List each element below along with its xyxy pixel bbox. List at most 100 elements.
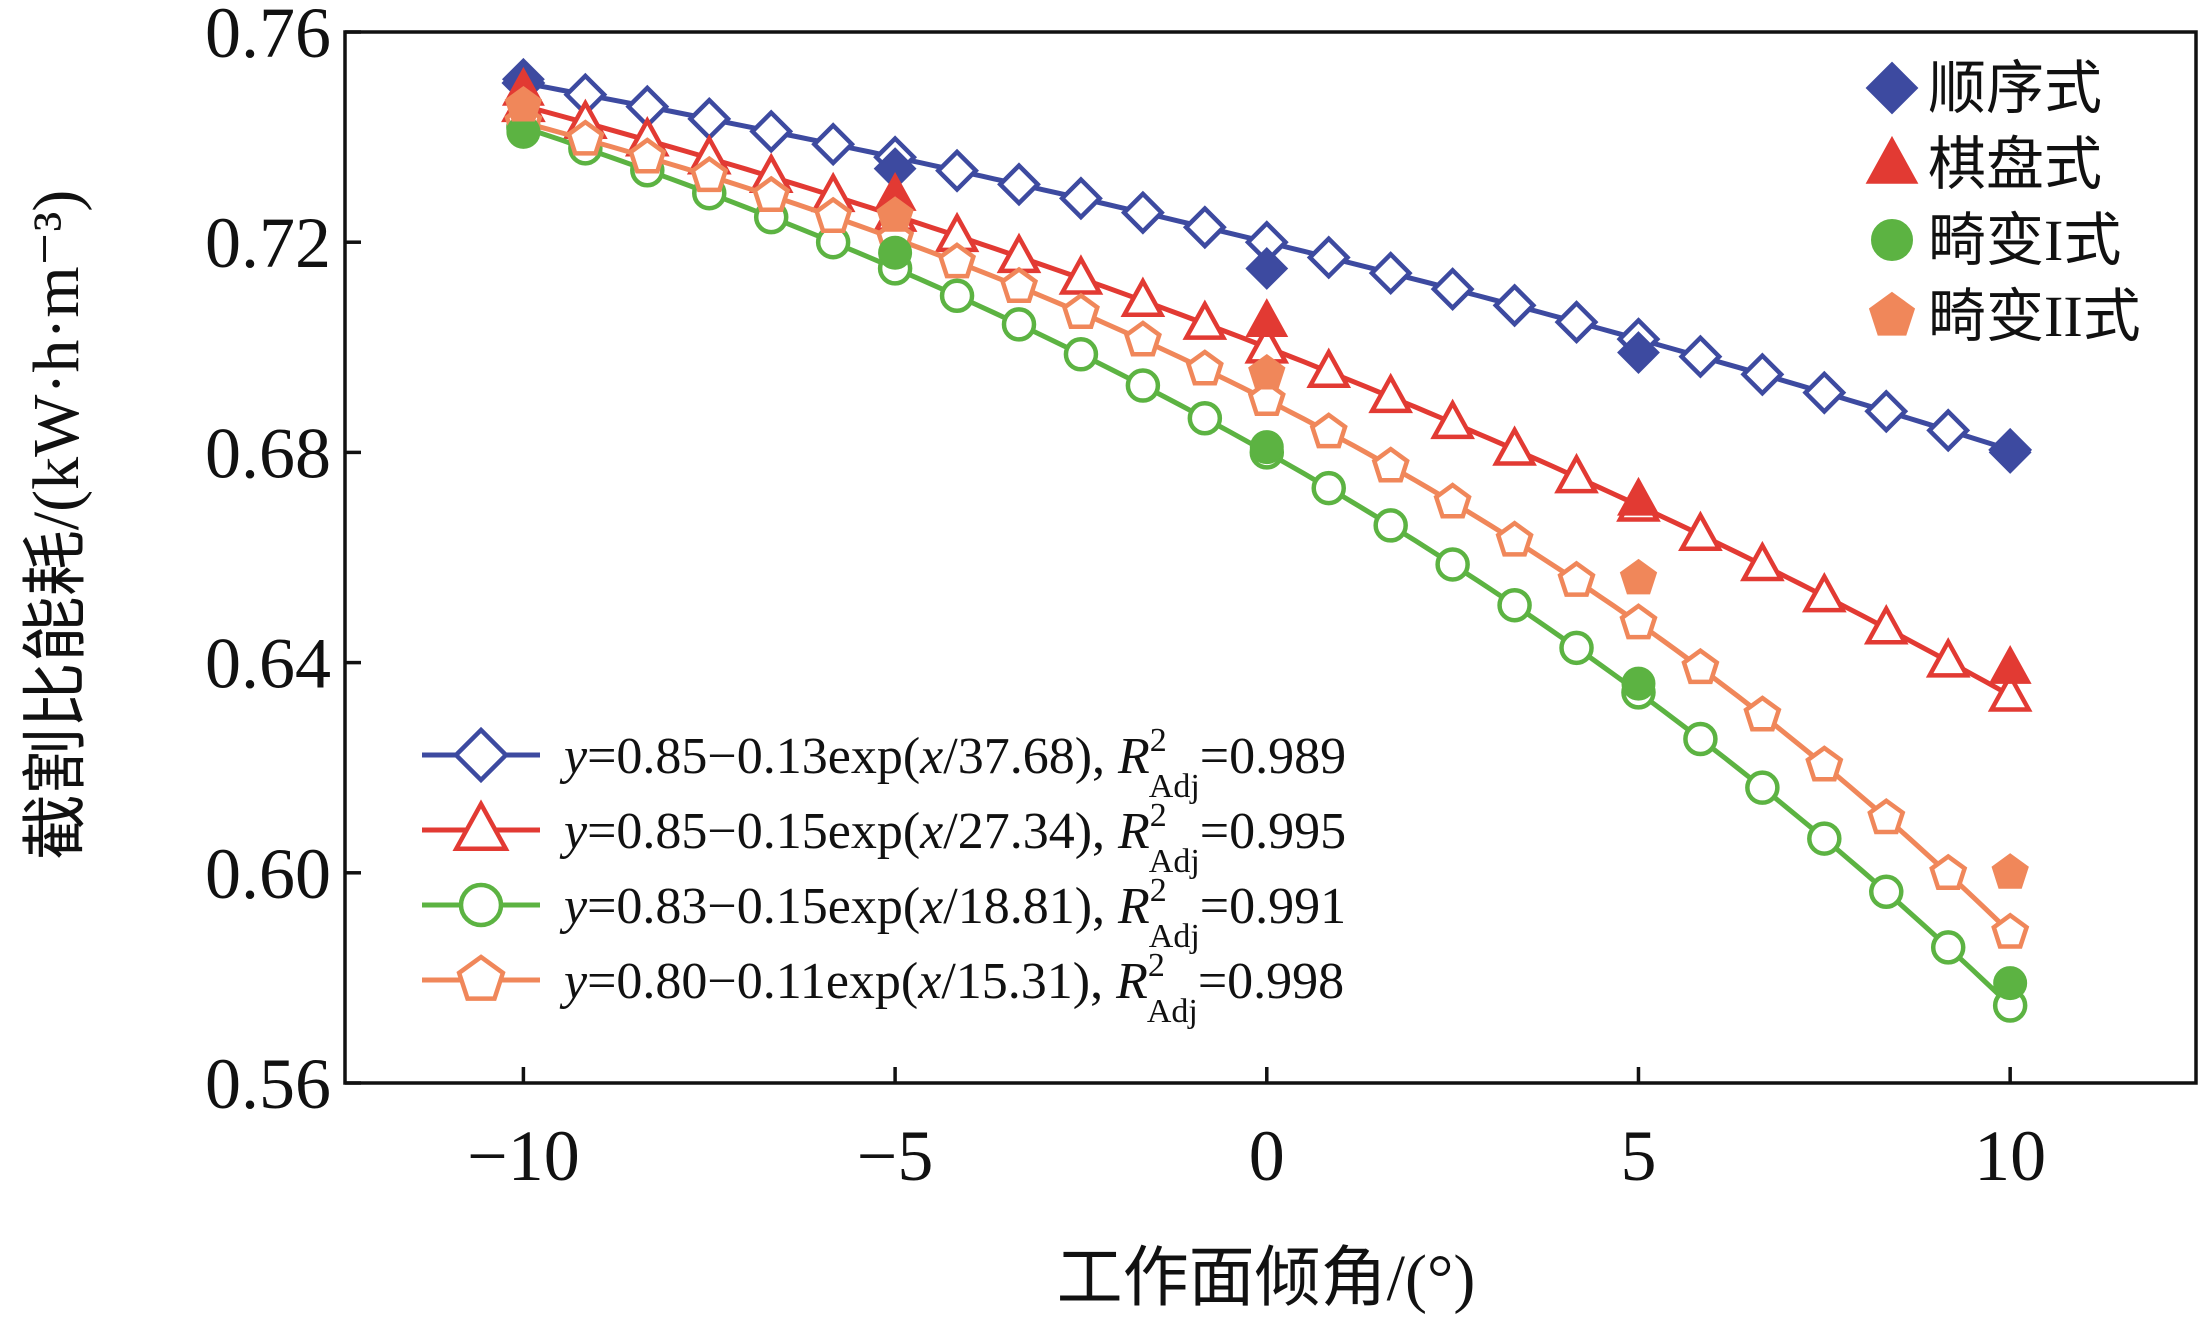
data-point-series-4 — [1248, 353, 1286, 390]
legend-marker-2 — [1865, 135, 1919, 184]
y-tick-label: 0.60 — [205, 834, 331, 914]
fit-marker-4 — [1185, 349, 1224, 386]
fit-equation-4: y=0.80−0.11exp(x/15.31), R2 Adj=0.998 — [559, 947, 1344, 1030]
fit-marker-2 — [1678, 510, 1723, 552]
fit-legend-marker-4 — [456, 954, 506, 1001]
fit-marker-1 — [687, 96, 732, 141]
y-tick-label: 0.68 — [205, 413, 331, 493]
fit-marker-1 — [811, 122, 856, 167]
fit-marker-2 — [1058, 254, 1104, 295]
fit-marker-2 — [1740, 540, 1785, 582]
data-point-series-4 — [1619, 558, 1658, 595]
fit-marker-3 — [1497, 587, 1532, 623]
fit-marker-3 — [1559, 630, 1594, 666]
data-point-series-3 — [878, 235, 913, 270]
y-tick-label: 0.76 — [205, 0, 331, 73]
fit-marker-3 — [1187, 400, 1223, 436]
data-point-series-4 — [504, 85, 543, 122]
x-tick-label: −5 — [857, 1116, 934, 1196]
fit-marker-4 — [1619, 603, 1658, 640]
fit-marker-1 — [1368, 251, 1413, 296]
fit-marker-4 — [1371, 446, 1410, 483]
legend-label-4: 畸变II式 — [1928, 284, 2141, 349]
fit-marker-1 — [1306, 235, 1351, 280]
fit-marker-3 — [1001, 307, 1037, 342]
fit-marker-4 — [814, 196, 853, 233]
fit-marker-3 — [1683, 721, 1718, 757]
fit-marker-4 — [690, 155, 729, 193]
data-point-series-3 — [1993, 966, 2028, 1001]
fit-marker-4 — [937, 242, 977, 279]
data-point-series-1 — [1617, 331, 1660, 374]
fit-marker-1 — [997, 162, 1041, 207]
fit-marker-4 — [566, 119, 605, 156]
fit-marker-2 — [1801, 571, 1847, 613]
data-point-series-1 — [1245, 247, 1289, 290]
fit-marker-3 — [1125, 368, 1161, 403]
data-point-series-3 — [1621, 666, 1656, 701]
fit-marker-4 — [1557, 560, 1596, 597]
fit-marker-2 — [1306, 347, 1352, 388]
fit-marker-4 — [628, 137, 667, 174]
fit-marker-4 — [1743, 695, 1782, 732]
fit-equation-3: y=0.83−0.15exp(x/18.81), R2 Adj=0.991 — [559, 872, 1346, 955]
fit-marker-1 — [1926, 408, 1971, 453]
fit-marker-3 — [1373, 508, 1408, 543]
fit-marker-2 — [1492, 425, 1537, 466]
fit-equation-2: y=0.85−0.15exp(x/27.34), R2 Adj=0.995 — [559, 797, 1346, 880]
fit-marker-4 — [1681, 647, 1720, 685]
y-tick-label: 0.64 — [205, 624, 331, 704]
fit-marker-4 — [1991, 912, 2030, 949]
plot-area-border — [343, 30, 2198, 1085]
fit-marker-4 — [752, 175, 791, 212]
fit-marker-1 — [1492, 283, 1537, 328]
fit-marker-4 — [1061, 292, 1100, 329]
fit-marker-1 — [1059, 176, 1103, 221]
legend-label-2: 棋盘式 — [1928, 132, 2102, 197]
legend-marker-4 — [1868, 291, 1916, 336]
fit-marker-1 — [1740, 352, 1785, 397]
x-axis-label: 工作面倾角/(°) — [1057, 1242, 1476, 1315]
x-tick-label: 10 — [1974, 1116, 2046, 1196]
fit-marker-4 — [999, 266, 1039, 303]
fit-marker-3 — [939, 278, 975, 314]
fit-marker-1 — [1554, 300, 1599, 345]
x-tick-label: 0 — [1249, 1116, 1285, 1196]
fit-marker-4 — [1805, 745, 1844, 782]
data-point-series-3 — [1249, 430, 1284, 465]
fit-marker-2 — [1987, 671, 2033, 712]
legend-label-1: 顺序式 — [1928, 56, 2102, 121]
fit-marker-3 — [1311, 470, 1346, 506]
fit-marker-3 — [1807, 821, 1842, 856]
fit-marker-1 — [1864, 389, 1909, 434]
fit-marker-1 — [1120, 190, 1165, 235]
fit-marker-1 — [749, 109, 794, 154]
fit-marker-3 — [1435, 547, 1470, 582]
fit-marker-4 — [1929, 853, 1968, 890]
fit-marker-2 — [1182, 299, 1228, 340]
fit-marker-3 — [1745, 770, 1780, 805]
axis-ticks-layer: −10 −5 0 5 10 0.56 0.60 0.64 0.68 0.72 0.76 — [205, 0, 2046, 1196]
legend-marker-1 — [1865, 61, 1919, 115]
fit-marker-2 — [1368, 372, 1414, 414]
fit-marker-4 — [1309, 412, 1348, 449]
fit-marker-2 — [1925, 637, 1971, 678]
fit-marker-1 — [1678, 334, 1723, 379]
y-tick-label: 0.56 — [205, 1044, 331, 1124]
fit-legend-marker-1 — [452, 726, 510, 784]
data-point-series-4 — [1991, 853, 2029, 889]
legend-label-3: 畸变I式 — [1928, 208, 2121, 273]
fit-marker-2 — [1863, 604, 1909, 645]
fit-equation-1: y=0.85−0.13exp(x/37.68), R2 Adj=0.989 — [559, 722, 1346, 805]
data-point-series-1 — [1988, 430, 2032, 474]
fit-legend-marker-2 — [452, 799, 510, 851]
fit-marker-4 — [1867, 798, 1906, 835]
data-points-layer — [501, 57, 2032, 1001]
fit-marker-1 — [935, 148, 979, 193]
fit-marker-1 — [1430, 267, 1475, 311]
fit-marker-4 — [1495, 520, 1534, 557]
data-point-series-2 — [1245, 298, 1289, 338]
x-tick-label: 5 — [1620, 1116, 1656, 1196]
fit-marker-4 — [1247, 379, 1286, 417]
